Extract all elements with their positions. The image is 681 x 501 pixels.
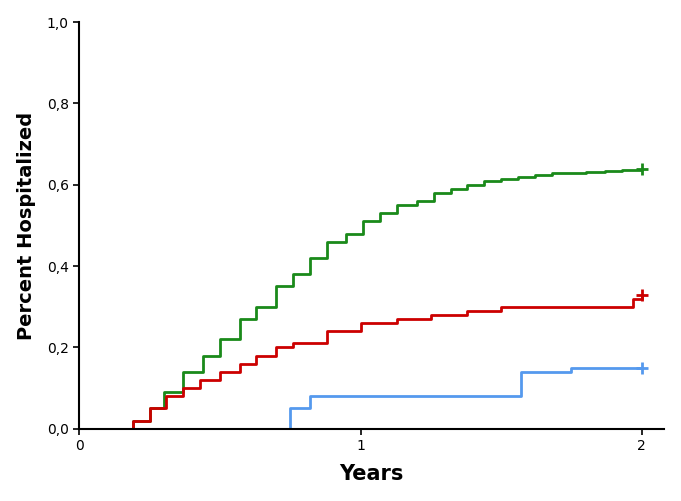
X-axis label: Years: Years <box>340 464 404 484</box>
Y-axis label: Percent Hospitalized: Percent Hospitalized <box>16 111 35 340</box>
